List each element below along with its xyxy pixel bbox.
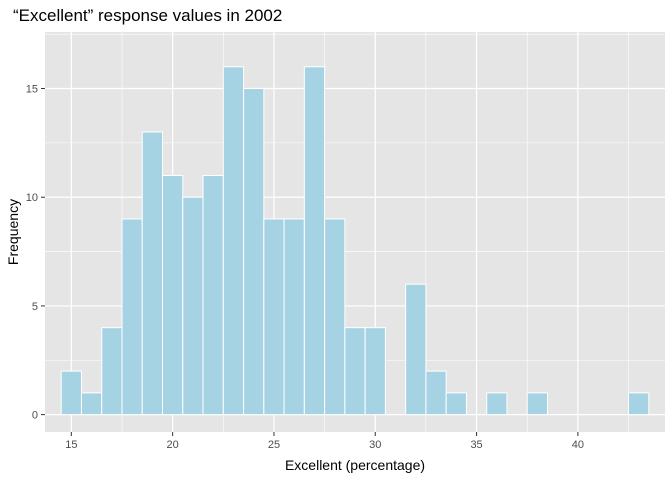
y-axis-title: Frequency bbox=[5, 199, 21, 265]
histogram-bar bbox=[303, 66, 326, 416]
x-tick-label: 15 bbox=[65, 439, 77, 451]
histogram-bar bbox=[628, 392, 650, 416]
histogram-bar bbox=[141, 131, 164, 416]
y-tick-label: 10 bbox=[26, 192, 38, 204]
x-axis-ticks: 15 20 25 30 35 40 bbox=[65, 432, 584, 451]
x-tick-label: 30 bbox=[369, 439, 381, 451]
histogram-bar bbox=[121, 218, 143, 416]
chart-title: “Excellent” response values in 2002 bbox=[13, 6, 282, 25]
histogram-bar bbox=[405, 283, 427, 416]
histogram-bar bbox=[425, 370, 447, 416]
x-tick-label: 20 bbox=[167, 439, 179, 451]
x-tick-label: 25 bbox=[268, 439, 280, 451]
histogram-bar bbox=[182, 196, 204, 416]
histogram-bar bbox=[344, 327, 366, 416]
histogram-bar bbox=[80, 392, 103, 416]
x-axis-title: Excellent (percentage) bbox=[285, 457, 425, 473]
histogram-bar bbox=[445, 392, 467, 416]
histogram-bar bbox=[202, 174, 224, 416]
histogram-bar bbox=[60, 370, 82, 416]
y-axis-ticks: 0 5 10 15 bbox=[26, 84, 45, 422]
histogram-bar bbox=[263, 218, 285, 416]
y-tick-label: 5 bbox=[32, 301, 38, 313]
histogram-bar bbox=[101, 327, 123, 416]
x-tick-label: 40 bbox=[572, 439, 584, 451]
histogram-bar bbox=[364, 327, 386, 416]
histogram-bar bbox=[486, 392, 508, 416]
histogram-bar bbox=[162, 174, 184, 416]
histogram-bar bbox=[283, 218, 305, 416]
x-tick-label: 35 bbox=[470, 439, 482, 451]
histogram-bar bbox=[243, 88, 265, 416]
y-tick-label: 15 bbox=[26, 84, 38, 96]
y-tick-label: 0 bbox=[32, 410, 38, 422]
histogram-bars bbox=[60, 66, 650, 416]
histogram-bar bbox=[526, 392, 548, 416]
histogram-bar bbox=[222, 66, 245, 416]
histogram-bar bbox=[324, 218, 346, 416]
